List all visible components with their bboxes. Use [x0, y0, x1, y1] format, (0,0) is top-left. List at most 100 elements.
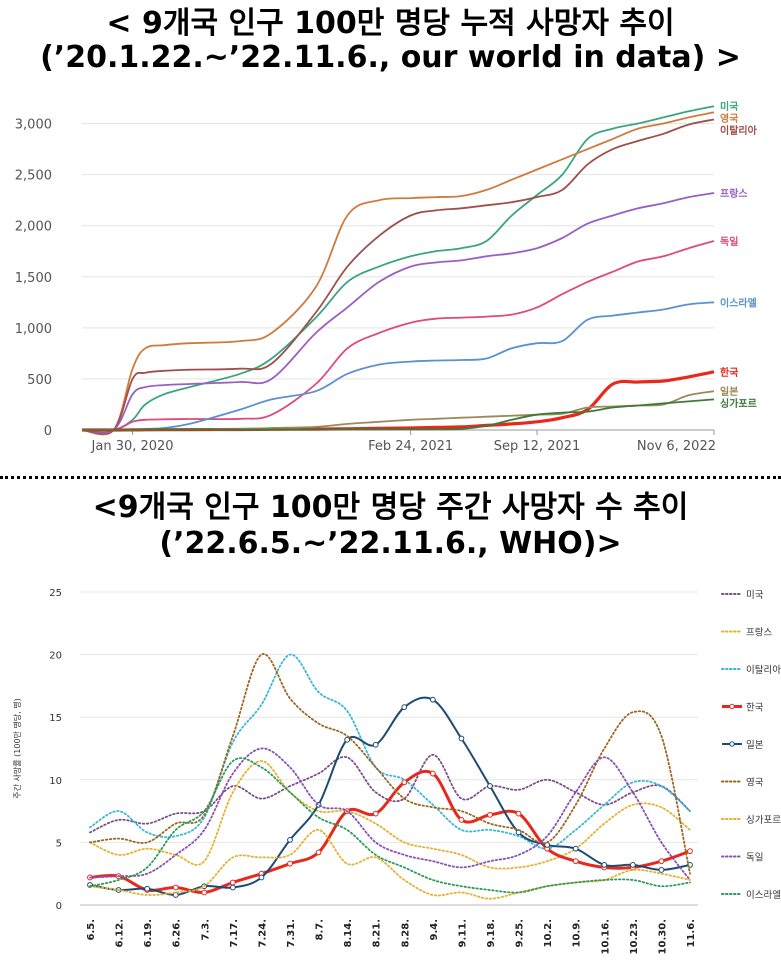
y-tick-label: 1,000	[15, 322, 52, 337]
series-marker-한국	[515, 810, 522, 817]
y-tick-label: 0	[44, 424, 52, 439]
x-tick-label: 8.7.	[315, 919, 326, 941]
legend-label: 독일	[746, 853, 763, 864]
x-tick-label: 9.4.	[429, 919, 440, 941]
series-marker-한국	[658, 858, 665, 865]
series-line-독일	[89, 747, 691, 881]
x-tick-label: 6.5.	[86, 919, 97, 941]
x-tick-label: 6.12.	[115, 919, 126, 947]
legend-marker-일본	[729, 741, 735, 747]
x-tick-label: Jan 30, 2020	[91, 439, 174, 454]
series-marker-일본	[487, 783, 493, 789]
y-tick-label: 20	[49, 651, 62, 662]
y-tick-label: 5	[56, 838, 62, 849]
series-end-label: 미국	[720, 100, 738, 113]
x-tick-label: 10.30.	[657, 919, 668, 954]
series-marker-한국	[287, 860, 293, 867]
series-end-label: 영국	[720, 112, 738, 125]
series-end-label: 독일	[720, 235, 738, 248]
series-marker-한국	[201, 889, 208, 896]
series-marker-일본	[572, 845, 579, 852]
series-marker-일본	[258, 874, 265, 881]
y-tick-label: 0	[56, 901, 62, 912]
series-line-영국	[89, 653, 691, 875]
series-marker-일본	[429, 696, 436, 703]
legend-label: 영국	[746, 778, 764, 789]
chart2-title-line1: <9개국 인구 100만 명당 주간 사망자 수 추이	[92, 490, 689, 525]
x-tick-label: 7.3.	[200, 919, 211, 941]
x-tick-label: Nov 6, 2022	[637, 439, 716, 454]
series-end-label: 일본	[720, 385, 738, 398]
x-tick-label: 8.14.	[343, 919, 354, 947]
series-marker-일본	[172, 892, 179, 898]
series-line-미국	[89, 753, 691, 834]
series-line-프랑스	[89, 760, 691, 870]
series-marker-일본	[401, 704, 408, 711]
x-tick-label: 7.17.	[229, 919, 240, 947]
series-line-한국	[89, 769, 691, 895]
cumulative-deaths-chart: 0 500 1,000 1,500 2,000 2,500 3,000 Jan 30, 202…	[15, 100, 758, 454]
weekly-deaths-chart: 0 5 10 15 20 25 주간 사망률 (100만 명당, 명) 6.5. 6.12. 6.…	[12, 588, 781, 954]
chart1-title-line2: (’20.1.22.~’22.11.6., our world in data)…	[40, 40, 741, 75]
series-marker-일본	[287, 836, 293, 843]
series-marker-한국	[372, 810, 379, 817]
x-tick-label: 9.18.	[486, 919, 497, 947]
series-marker-일본	[229, 884, 236, 891]
series-marker-일본	[344, 736, 351, 743]
series-marker-한국	[229, 879, 236, 886]
chart1-title-line1: < 9개국 인구 100만 명당 누적 사망자 추이	[106, 6, 675, 41]
legend-label: 프랑스	[746, 627, 772, 639]
series-line-이스라엘	[81, 301, 715, 431]
legend-label: 싱가포르	[746, 815, 781, 826]
series-line-영국	[81, 111, 715, 436]
y-tick-label: 25	[49, 588, 62, 599]
series-line-이스라엘	[89, 757, 691, 894]
series-end-label: 한국	[720, 367, 738, 379]
x-tick-label: 8.28.	[400, 919, 411, 947]
series-marker-일본	[601, 862, 608, 868]
series-marker-일본	[458, 735, 465, 742]
series-line-이탈리아	[81, 118, 715, 435]
series-marker-일본	[144, 885, 151, 892]
series-line-일본	[82, 390, 715, 431]
x-tick-label: 11.6.	[686, 919, 697, 947]
y-tick-label: 500	[27, 373, 52, 388]
series-marker-일본	[372, 741, 379, 748]
x-tick-label: 10.16.	[600, 919, 611, 954]
series-marker-한국	[572, 858, 579, 865]
series-marker-한국	[401, 779, 408, 786]
x-tick-label: 9.25.	[515, 919, 526, 947]
x-tick-label: 6.19.	[143, 919, 154, 947]
chart2-title-line2: (’22.6.5.~’22.11.6., WHO)>	[159, 526, 622, 561]
legend-label: 미국	[746, 590, 764, 601]
y-tick-label: 10	[49, 776, 62, 787]
legend-label: 일본	[746, 740, 764, 751]
x-tick-label: 10.23.	[629, 919, 640, 954]
series-end-label: 이탈리아	[720, 124, 758, 137]
series-marker-한국	[458, 816, 465, 823]
series-marker-일본	[629, 862, 636, 868]
y-tick-label: 2,500	[15, 169, 52, 184]
x-tick-label: Feb 24, 2021	[368, 439, 453, 454]
y-tick-label: 15	[49, 713, 62, 724]
series-end-label: 싱가포르	[720, 397, 757, 410]
x-tick-label: 8.21.	[372, 919, 383, 947]
x-tick-label: 9.11.	[457, 919, 468, 947]
section-divider	[0, 476, 781, 479]
series-marker-한국	[487, 811, 493, 818]
x-tick-label: 7.24.	[257, 919, 268, 947]
legend-label: 이탈리아	[746, 664, 781, 676]
series-marker-한국	[315, 849, 322, 856]
series-marker-한국	[429, 770, 436, 777]
x-tick-label: Sep 12, 2021	[494, 439, 581, 454]
series-marker-한국	[172, 884, 179, 891]
x-tick-label: 10.9.	[572, 919, 583, 947]
y-axis-label: 주간 사망률 (100만 명당, 명)	[12, 698, 22, 798]
y-tick-label: 1,500	[15, 271, 52, 286]
series-end-label: 프랑스	[720, 188, 748, 200]
series-line-이탈리아	[89, 653, 691, 850]
legend-label: 한국	[746, 703, 764, 714]
legend-marker-한국	[729, 703, 735, 710]
series-line-싱가포르	[89, 829, 691, 900]
x-tick-label: 7.31.	[286, 919, 297, 947]
